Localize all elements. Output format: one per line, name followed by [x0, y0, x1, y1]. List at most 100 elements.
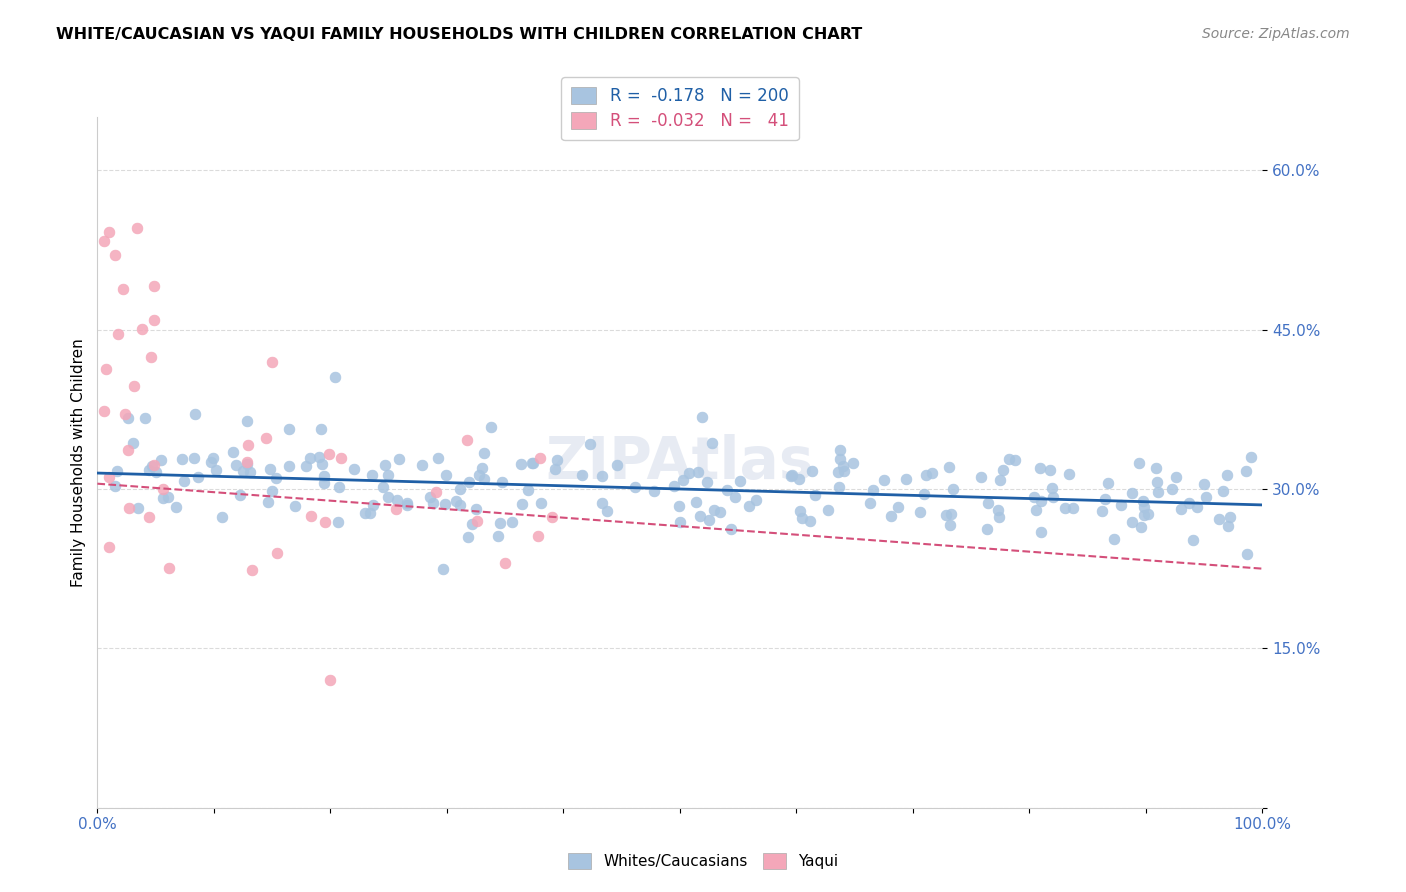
Point [942, 482, 965, 496]
Point [803, 488, 825, 502]
Point [134, 411, 156, 425]
Point [93, 404, 115, 418]
Point [200, 455, 222, 469]
Point [318, 447, 340, 461]
Point [361, 498, 384, 512]
Point [93, 234, 115, 248]
Point [1109, 498, 1132, 512]
Point [359, 506, 381, 520]
Point [114, 407, 136, 421]
Point [1024, 490, 1046, 504]
Point [1102, 532, 1125, 546]
Point [792, 511, 814, 525]
Point [426, 451, 449, 466]
Point [1208, 512, 1230, 526]
Point [411, 458, 433, 472]
Point [121, 436, 143, 450]
Point [520, 456, 543, 470]
Point [709, 505, 731, 519]
Point [689, 509, 711, 524]
Point [728, 474, 751, 488]
Point [1185, 500, 1208, 515]
Point [1216, 518, 1239, 533]
Point [236, 413, 259, 427]
Point [668, 500, 690, 514]
Point [688, 465, 710, 479]
Point [527, 529, 550, 543]
Point [591, 496, 613, 510]
Point [449, 499, 471, 513]
Point [643, 484, 665, 499]
Point [745, 492, 768, 507]
Point [294, 458, 316, 473]
Point [862, 483, 884, 498]
Text: WHITE/CAUCASIAN VS YAQUI FAMILY HOUSEHOLDS WITH CHILDREN CORRELATION CHART: WHITE/CAUCASIAN VS YAQUI FAMILY HOUSEHOL… [56, 27, 862, 42]
Point [98, 469, 121, 483]
Point [1130, 519, 1153, 533]
Point [1147, 484, 1170, 499]
Point [939, 507, 962, 521]
Point [184, 407, 207, 421]
Point [690, 410, 713, 425]
Point [1164, 469, 1187, 483]
Point [236, 455, 259, 469]
Point [720, 522, 742, 536]
Point [117, 411, 139, 425]
Point [479, 420, 502, 434]
Point [827, 465, 849, 479]
Point [299, 509, 322, 524]
Legend: R =  -0.178   N = 200, R =  -0.032   N =   41: R = -0.178 N = 200, R = -0.032 N = 41 [561, 78, 799, 140]
Point [669, 515, 692, 529]
Point [1031, 524, 1053, 539]
Point [738, 499, 761, 513]
Point [1039, 463, 1062, 477]
Point [1178, 496, 1201, 510]
Point [1094, 492, 1116, 507]
Point [377, 467, 399, 482]
Point [1128, 456, 1150, 470]
Point [239, 465, 262, 479]
Point [433, 497, 456, 511]
Point [828, 442, 851, 457]
Point [222, 445, 245, 459]
Text: Source: ZipAtlas.com: Source: ZipAtlas.com [1202, 27, 1350, 41]
Point [308, 450, 330, 465]
Point [262, 354, 284, 368]
Point [122, 379, 145, 393]
Point [987, 503, 1010, 517]
Point [388, 451, 411, 466]
Point [779, 469, 801, 483]
Point [104, 247, 127, 261]
Point [1212, 484, 1234, 499]
Point [988, 473, 1011, 487]
Point [1031, 493, 1053, 508]
Point [354, 506, 377, 520]
Point [385, 493, 408, 508]
Point [98, 540, 121, 554]
Point [489, 516, 512, 530]
Point [1194, 490, 1216, 504]
Point [571, 467, 593, 482]
Point [472, 446, 495, 460]
Point [678, 466, 700, 480]
Point [1219, 510, 1241, 524]
Point [1136, 508, 1159, 522]
Point [444, 494, 467, 508]
Point [395, 496, 418, 510]
Point [361, 468, 384, 483]
Point [107, 326, 129, 341]
Point [242, 563, 264, 577]
Point [211, 509, 233, 524]
Point [456, 433, 478, 447]
Point [887, 500, 910, 514]
Point [579, 437, 602, 451]
Point [671, 473, 693, 487]
Point [859, 496, 882, 510]
Point [328, 480, 350, 494]
Point [703, 503, 725, 517]
Legend: Whites/Caucasians, Yaqui: Whites/Caucasians, Yaqui [562, 847, 844, 875]
Point [1240, 450, 1263, 464]
Point [976, 496, 998, 510]
Point [425, 484, 447, 499]
Point [517, 483, 540, 498]
